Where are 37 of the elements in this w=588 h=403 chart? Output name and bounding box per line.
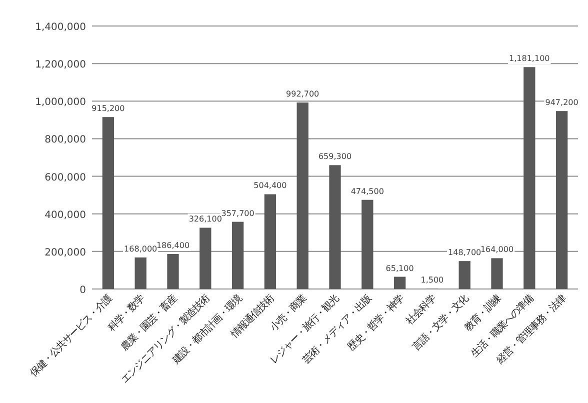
data-label: 474,500 [350,186,384,196]
bar [134,257,146,289]
data-label: 504,400 [254,181,287,190]
bar [458,261,470,289]
bar [200,228,212,289]
bar [394,276,406,289]
data-label: 915,200 [92,104,125,114]
bar [167,254,179,289]
y-tick-label: 200,000 [44,247,86,258]
data-label: 148,700 [448,248,482,258]
data-label: 659,300 [318,152,352,162]
y-tick-label: 1,400,000 [35,22,86,33]
data-label: 326,100 [188,214,222,224]
bar [329,165,341,289]
bar [362,200,374,289]
data-label: 947,200 [545,98,578,108]
bar [556,111,568,289]
y-tick-label: 0 [80,285,86,296]
data-label: 357,700 [221,208,254,218]
bar [296,102,308,289]
y-tick-label: 1,200,000 [35,60,86,71]
y-tick-label: 600,000 [44,172,86,184]
data-label: 164,000 [480,245,514,254]
bar [232,222,244,289]
bar [102,117,114,289]
bar [524,67,536,289]
bar [264,194,276,289]
data-label: 186,400 [156,240,190,250]
data-label: 168,000 [124,244,158,254]
bar [491,258,503,289]
data-label: 65,100 [386,264,414,273]
data-label: 1,500 [420,276,444,285]
y-tick-label: 800,000 [44,134,86,146]
y-tick-label: 1,000,000 [35,97,86,108]
data-label: 1,181,100 [509,54,550,64]
y-tick-label: 400,000 [44,210,86,221]
data-label: 992,700 [286,90,320,99]
